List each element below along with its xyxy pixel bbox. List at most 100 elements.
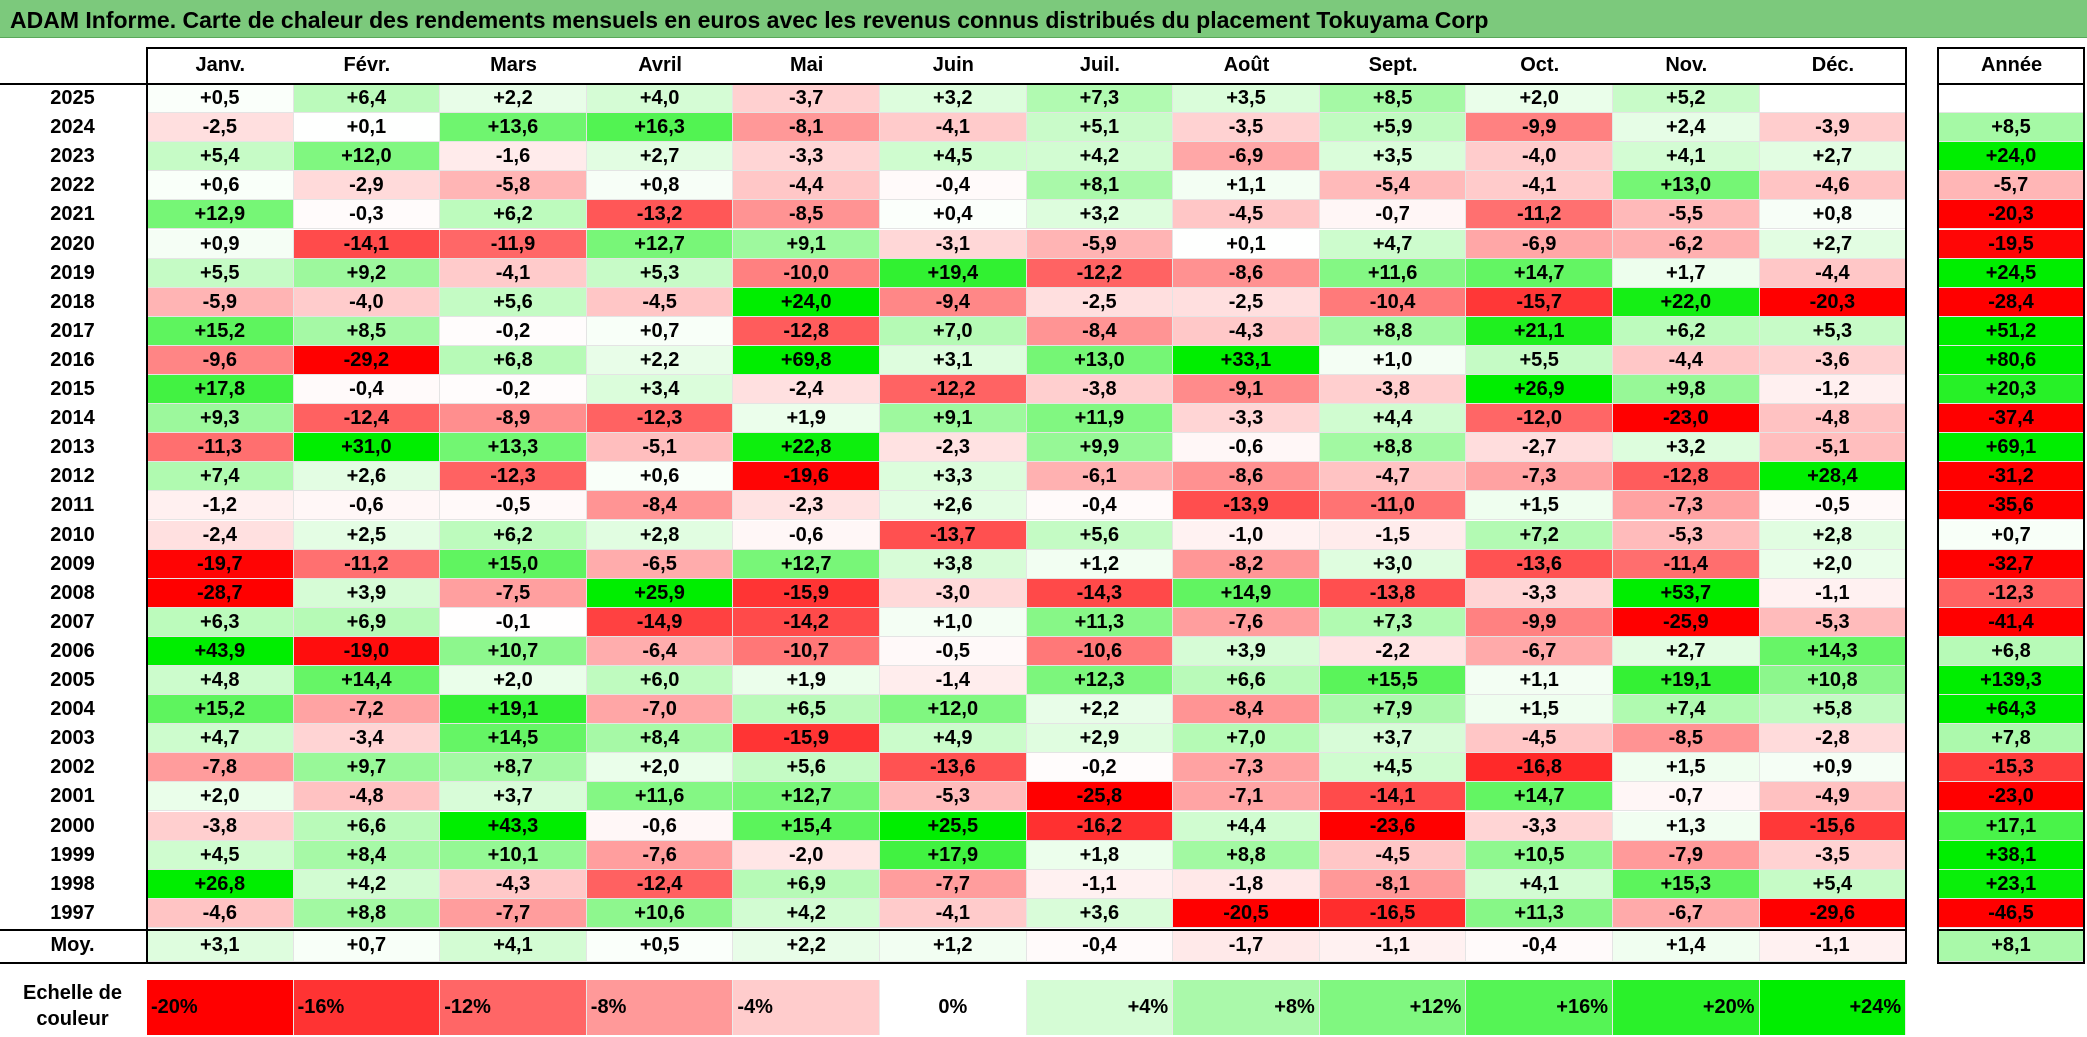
- heatmap-cell: +19,1: [440, 695, 587, 725]
- color-scale-label: Echelle de couleur: [23, 982, 122, 1030]
- heatmap-cell: +1,2: [1026, 549, 1174, 579]
- year-label: 2002: [50, 756, 95, 779]
- heatmap-cell: -7,5: [440, 578, 587, 608]
- heatmap-cell: -0,5: [1759, 491, 1907, 521]
- year-label: 2022: [50, 174, 95, 197]
- heatmap-cell: -3,3: [1466, 811, 1613, 841]
- heatmap-cell: +5,4: [147, 142, 294, 172]
- annual-cell: +24,0: [1939, 142, 2084, 172]
- color-scale-swatch: +8%: [1173, 980, 1320, 1035]
- heatmap-cell: -29,2: [293, 345, 441, 375]
- heatmap-cell: +0,1: [293, 113, 441, 143]
- heatmap-cell: +5,6: [1026, 520, 1174, 550]
- average-label: Moy.: [50, 933, 95, 956]
- heatmap-cell: +2,0: [586, 753, 734, 783]
- heatmap-cell: -16,5: [1319, 898, 1467, 928]
- heatmap-cell: -11,2: [1466, 200, 1613, 230]
- heatmap-cell: +8,8: [1173, 840, 1320, 870]
- heatmap-cell: +3,7: [1319, 724, 1467, 754]
- heatmap-cell: -1,2: [1759, 375, 1907, 405]
- heatmap-cell: +11,6: [586, 782, 734, 812]
- color-scale-swatch: -8%: [586, 980, 734, 1035]
- color-scale-swatch: +16%: [1466, 980, 1613, 1035]
- heatmap-cell: -11,3: [147, 433, 294, 463]
- heatmap-cell: -8,6: [1173, 462, 1320, 492]
- heatmap-cell: +8,4: [293, 840, 441, 870]
- heatmap-cell: +8,4: [586, 724, 734, 754]
- heatmap-cell: -3,3: [1466, 578, 1613, 608]
- annual-cell: -15,3: [1939, 753, 2084, 783]
- heatmap-cell: +0,9: [1759, 753, 1907, 783]
- heatmap-cell: -0,4: [293, 375, 441, 405]
- heatmap-cell: -0,6: [586, 811, 734, 841]
- heatmap-cell: +0,6: [586, 462, 734, 492]
- heatmap-cell: +4,5: [880, 142, 1027, 172]
- heatmap-cell: -7,3: [1466, 462, 1613, 492]
- heatmap-cell: -5,8: [440, 171, 587, 201]
- month-header: Mai: [790, 54, 824, 76]
- annual-cell: -46,5: [1939, 898, 2084, 928]
- heatmap-cell: +13,0: [1026, 345, 1174, 375]
- heatmap-cell: +3,5: [1319, 142, 1467, 172]
- heatmap-cell: -2,4: [733, 375, 880, 405]
- heatmap-cell: +10,8: [1759, 666, 1907, 696]
- heatmap-cell: -4,6: [1759, 171, 1907, 201]
- heatmap-cell: -23,6: [1319, 811, 1467, 841]
- heatmap-cell: -1,6: [440, 142, 587, 172]
- year-label: 2021: [50, 203, 95, 226]
- heatmap-cell: +11,6: [1319, 258, 1467, 288]
- heatmap-cell: +14,4: [293, 666, 441, 696]
- heatmap-cell: -0,6: [293, 491, 441, 521]
- heatmap-cell: -12,8: [733, 316, 880, 346]
- heatmap-cell: -13,6: [880, 753, 1027, 783]
- heatmap-cell: -11,9: [440, 229, 587, 259]
- heatmap-cell: +2,5: [293, 520, 441, 550]
- heatmap-cell: -2,5: [1173, 287, 1320, 317]
- year-label: 2004: [50, 698, 95, 721]
- heatmap-cell: +22,8: [733, 433, 880, 463]
- year-label: 2005: [50, 669, 95, 691]
- heatmap-cell: +7,3: [1319, 607, 1467, 637]
- heatmap-cell: -7,6: [1173, 607, 1320, 637]
- heatmap-cell: +21,1: [1466, 316, 1613, 346]
- heatmap-cell: -8,2: [1173, 549, 1320, 579]
- annual-cell: +17,1: [1939, 811, 2084, 841]
- heatmap-cell: -7,9: [1613, 840, 1760, 870]
- heatmap-cell: +5,2: [1613, 84, 1760, 114]
- heatmap-cell: -3,5: [1173, 113, 1320, 143]
- heatmap-cell: -3,9: [1759, 113, 1907, 143]
- heatmap-cell: -2,9: [293, 171, 441, 201]
- heatmap-cell: -2,3: [880, 433, 1027, 463]
- heatmap-cell: -0,7: [1613, 782, 1760, 812]
- annual-cell: +20,3: [1939, 375, 2084, 405]
- heatmap-cell: +5,3: [1759, 316, 1907, 346]
- year-label: 2014: [50, 407, 95, 430]
- heatmap-cell: +4,2: [293, 869, 441, 899]
- annual-cell: +139,3: [1939, 666, 2084, 696]
- year-label: 2009: [50, 552, 95, 575]
- heatmap-cell: -2,7: [1466, 433, 1613, 463]
- heatmap-cell: +2,0: [440, 666, 587, 696]
- heatmap-cell: +14,7: [1466, 258, 1613, 288]
- heatmap-cell: +15,5: [1319, 666, 1467, 696]
- heatmap-cell: +15,4: [733, 811, 880, 841]
- heatmap-cell: -0,7: [1319, 200, 1467, 230]
- heatmap-cell: -14,3: [1026, 578, 1174, 608]
- heatmap-cell: -7,6: [586, 840, 734, 870]
- heatmap-cell: +2,6: [880, 491, 1027, 521]
- average-cell: +3,1: [147, 930, 294, 962]
- heatmap-cell: +5,3: [586, 258, 734, 288]
- average-cell: -1,1: [1319, 930, 1467, 962]
- heatmap-cell: +15,2: [147, 695, 294, 725]
- annual-cell: -41,4: [1939, 607, 2084, 637]
- heatmap-cell: -29,6: [1759, 898, 1907, 928]
- heatmap-cell: -14,2: [733, 607, 880, 637]
- heatmap-cell: +2,9: [1026, 724, 1174, 754]
- color-scale-swatch: -12%: [440, 980, 587, 1035]
- color-scale-swatch: 0%: [880, 980, 1027, 1035]
- annual-cell: -23,0: [1939, 782, 2084, 812]
- month-header: Févr.: [343, 54, 391, 76]
- heatmap-cell: +6,4: [293, 84, 441, 114]
- heatmap-cell: -5,1: [1759, 433, 1907, 463]
- average-cell: +1,2: [880, 930, 1027, 962]
